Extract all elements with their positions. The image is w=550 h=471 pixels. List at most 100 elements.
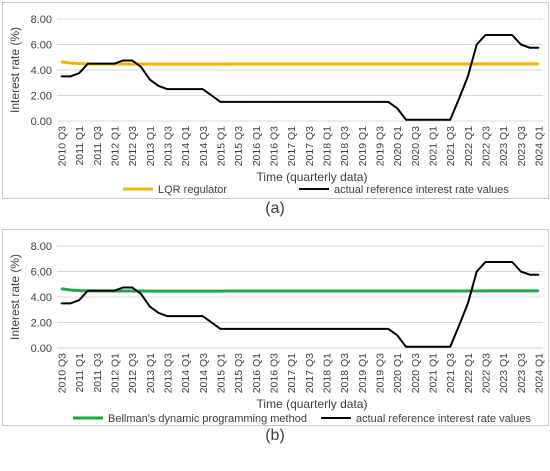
x-tick-label: 2014 Q1 [180,126,192,166]
x-tick-label: 2010 Q3 [56,353,68,393]
data-point [414,118,416,121]
data-point [369,328,372,330]
data-point [95,289,98,292]
data-point [228,101,231,103]
data-point [148,290,151,292]
data-point [378,101,381,103]
chart-panel-b: 0.00 2.00 4.00 6.00 8.00 Interest rate (%) 201… [2,229,549,426]
data-point [467,302,469,305]
data-point [78,72,80,74]
data-point [316,101,319,103]
data-point [210,63,213,65]
data-point [405,345,407,348]
data-point [210,290,213,292]
data-point [467,63,469,65]
data-point [140,63,142,65]
data-point [281,328,284,330]
data-point [255,290,257,292]
data-point [343,328,345,330]
data-point [69,62,72,64]
x-tick-label: 2023 Q1 [498,353,510,393]
y-tick-label: 2.00 [31,318,52,330]
x-tick-label: 2016 Q1 [251,353,263,393]
x-tick-label: 2017 Q1 [286,126,298,166]
data-point [69,289,72,291]
data-point [431,118,434,121]
x-tick-label: 2022 Q1 [463,353,475,393]
data-point [202,63,204,65]
data-point [449,63,452,65]
data-point [449,118,452,121]
x-tick-label: 2016 Q3 [268,353,280,393]
data-point [219,328,222,330]
x-tick-label: 2021 Q1 [428,353,440,393]
data-point [325,290,328,292]
data-point [334,63,337,65]
data-point [281,63,284,65]
data-point [184,63,186,65]
data-point [537,63,540,65]
series-line-actual [61,260,539,348]
data-point [290,290,292,292]
data-point [431,290,434,292]
data-point [166,63,169,65]
data-point [352,328,354,330]
data-point [246,63,248,65]
x-tick-label: 2015 Q1 [215,126,227,166]
data-point [387,63,390,65]
data-point [528,63,531,65]
data-point [95,62,98,65]
data-point [210,94,213,97]
legend-label: actual reference interest rate values [356,413,531,425]
x-tick-label: 2010 Q3 [56,126,68,166]
y-tick-label: 8.00 [31,241,52,253]
data-point [431,63,434,65]
data-point [520,270,522,273]
x-tick-label: 2011 Q1 [74,353,86,393]
y-tick-label: 8.00 [31,14,52,26]
data-point [308,101,310,103]
x-tick-label: 2018 Q1 [322,126,334,166]
data-point [193,63,195,65]
data-point [202,290,204,292]
data-point [175,88,178,90]
data-point [475,270,478,273]
data-point [184,290,186,292]
x-tick-label: 2015 Q3 [233,353,245,393]
data-point [148,63,151,65]
data-point [272,290,275,292]
data-point [502,63,505,65]
data-point [511,63,513,65]
data-point [60,60,63,63]
data-point [334,290,337,292]
data-point [520,63,522,65]
x-tick-label: 2012 Q1 [109,353,121,393]
data-point [246,101,248,103]
data-point [387,101,390,103]
x-tick-label: 2011 Q1 [74,126,86,166]
y-tick-label: 4.00 [31,65,52,77]
data-point [387,328,390,330]
data-point [113,289,116,292]
data-point [166,315,169,317]
data-point [440,345,443,348]
x-tick-label: 2021 Q3 [445,353,457,393]
data-point [113,62,116,65]
x-tick-label: 2022 Q1 [463,126,475,166]
data-point [475,43,478,46]
data-point [148,78,151,81]
data-point [449,290,452,292]
x-tick-label: 2020 Q1 [392,126,404,166]
data-point [122,286,125,289]
data-point [528,290,531,292]
data-point [272,101,275,103]
data-point [281,290,284,292]
x-axis-title: Time (quarterly data) [257,170,368,184]
data-point [422,63,425,65]
data-point [431,345,434,348]
x-tick-label: 2020 Q1 [392,353,404,393]
x-tick-label: 2012 Q3 [127,126,139,166]
data-point [343,101,345,103]
data-point [511,34,513,36]
x-tick-label: 2019 Q1 [357,126,369,166]
